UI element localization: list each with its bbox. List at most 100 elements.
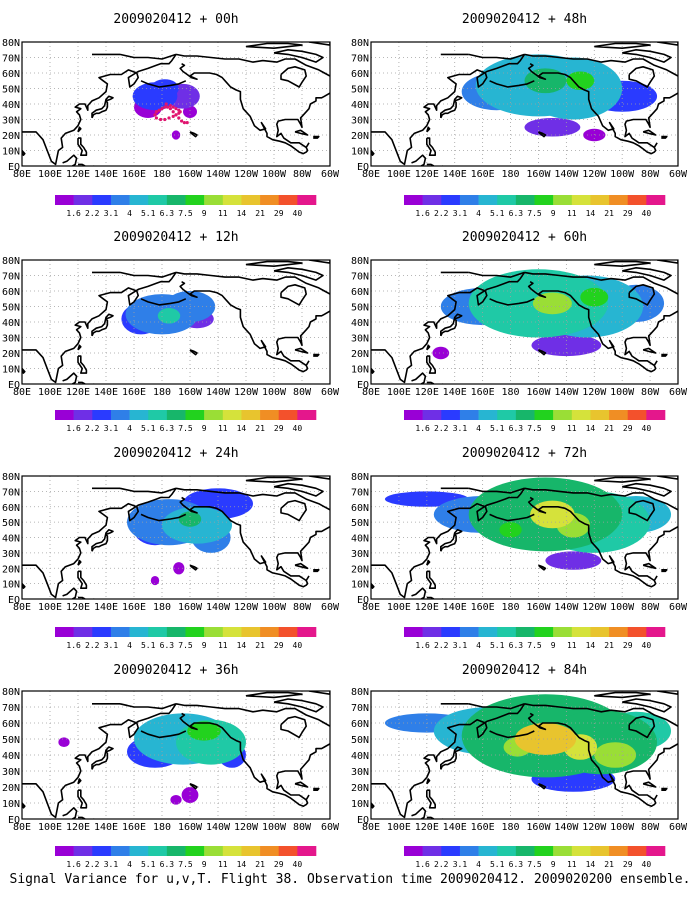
plot-area bbox=[371, 42, 678, 166]
coastline bbox=[642, 347, 657, 354]
lat-tick-label: 70N bbox=[351, 703, 369, 714]
colorbar-label: 21 bbox=[604, 641, 614, 650]
coastline bbox=[440, 746, 463, 770]
coastline bbox=[371, 271, 526, 384]
colorbar-label: 21 bbox=[255, 209, 265, 218]
coastline bbox=[313, 787, 320, 791]
coastline bbox=[622, 482, 672, 497]
lat-tick-label: 10N bbox=[351, 799, 369, 810]
coastline bbox=[622, 698, 672, 713]
colorbar-label: 4 bbox=[127, 209, 132, 218]
colorbar-swatch bbox=[646, 195, 666, 205]
colorbar-swatch bbox=[222, 846, 242, 856]
lat-tick-label: 50N bbox=[351, 518, 369, 529]
lat-tick-label: 70N bbox=[351, 54, 369, 65]
colorbar-swatch bbox=[185, 195, 205, 205]
map-panel: 2009020412 + 60h EQ 10N 20N 30N 40N 50N 60N 70N 8… bbox=[351, 230, 688, 433]
lon-tick-label: 140W bbox=[206, 602, 231, 613]
map-panel: 2009020412 + 24h EQ 10N 20N 30N 40N 50N 60N 70N 8… bbox=[2, 446, 340, 650]
colorbar-swatch bbox=[422, 410, 442, 420]
lon-tick-label: 60W bbox=[321, 822, 340, 833]
lat-tick-label: 60N bbox=[2, 287, 20, 298]
colorbar-label: 5.1 bbox=[141, 424, 156, 433]
coastline bbox=[313, 353, 320, 357]
lon-tick-label: 100W bbox=[262, 822, 287, 833]
coastline bbox=[175, 703, 330, 727]
colorbar-swatch bbox=[166, 846, 186, 856]
colorbar-label: 40 bbox=[642, 860, 652, 869]
coastline bbox=[426, 344, 431, 351]
colorbar-swatch bbox=[241, 195, 261, 205]
coastline bbox=[276, 92, 330, 149]
lon-tick-label: 120E bbox=[66, 169, 90, 180]
coastline bbox=[468, 53, 525, 60]
lat-tick-label: 10N bbox=[351, 147, 369, 158]
colorbar-swatch bbox=[478, 846, 498, 856]
map-frame bbox=[370, 475, 679, 600]
lon-tick-label: 180 bbox=[502, 822, 520, 833]
colorbar-swatch bbox=[609, 195, 629, 205]
colorbar-swatch bbox=[553, 195, 573, 205]
lat-tick-label: 20N bbox=[351, 349, 369, 360]
flight-track-point bbox=[171, 110, 175, 114]
flight-track-point bbox=[185, 121, 189, 125]
colorbar-label: 1.6 bbox=[415, 209, 430, 218]
colorbar-swatch bbox=[497, 410, 517, 420]
lon-tick-label: 160W bbox=[526, 822, 551, 833]
coastline bbox=[62, 587, 78, 599]
coastline bbox=[189, 349, 198, 356]
lon-tick-label: 100W bbox=[610, 602, 635, 613]
colorbar-swatch bbox=[534, 846, 554, 856]
colorbar-swatch bbox=[497, 846, 517, 856]
lat-tick-label: 80N bbox=[2, 687, 20, 698]
plot-area bbox=[371, 691, 678, 819]
coastline bbox=[628, 715, 656, 739]
colorbar-label: 14 bbox=[237, 641, 247, 650]
coastline bbox=[77, 126, 82, 133]
lat-tick-label: 30N bbox=[2, 116, 20, 127]
colorbar-label: 3.1 bbox=[104, 641, 119, 650]
colorbar-swatch bbox=[241, 410, 261, 420]
coastline bbox=[140, 513, 187, 522]
colorbar-label: 11 bbox=[218, 860, 228, 869]
colorbar-swatch bbox=[422, 627, 442, 637]
coastline bbox=[468, 703, 525, 710]
coastline bbox=[280, 284, 307, 306]
coastline bbox=[140, 298, 187, 306]
colorbar-swatch bbox=[534, 195, 554, 205]
coastline bbox=[308, 691, 330, 695]
colorbar-swatch bbox=[459, 846, 479, 856]
lon-tick-label: 60W bbox=[669, 169, 688, 180]
lon-tick-label: 160E bbox=[122, 387, 146, 398]
colorbar-swatch bbox=[297, 410, 317, 420]
colorbar-swatch bbox=[441, 846, 461, 856]
colorbar-label: 21 bbox=[604, 424, 614, 433]
lat-tick-label: 40N bbox=[2, 534, 20, 545]
coastline bbox=[527, 712, 658, 807]
colorbar-label: 1.6 bbox=[415, 860, 430, 869]
colorbar-label: 3.1 bbox=[453, 641, 468, 650]
coastline bbox=[656, 42, 678, 46]
lon-tick-label: 100W bbox=[262, 602, 287, 613]
coastline bbox=[524, 271, 678, 295]
lon-tick-label: 180 bbox=[502, 169, 520, 180]
coastline bbox=[642, 562, 657, 570]
colorbar-label: 11 bbox=[218, 641, 228, 650]
lon-tick-label: 120E bbox=[66, 822, 90, 833]
lat-tick-label: 30N bbox=[351, 334, 369, 345]
colorbar-swatch bbox=[459, 410, 479, 420]
coastline bbox=[371, 53, 526, 166]
lon-tick-label: 140W bbox=[554, 822, 579, 833]
coastline bbox=[308, 260, 330, 264]
lat-tick-label: 30N bbox=[351, 116, 369, 127]
colorbar-label: 14 bbox=[237, 424, 247, 433]
colorbar-label: 9 bbox=[202, 860, 207, 869]
lat-tick-label: 70N bbox=[2, 272, 20, 283]
colorbar-label: 29 bbox=[623, 860, 633, 869]
coastline bbox=[661, 135, 668, 139]
map-frame bbox=[370, 690, 679, 820]
coastline bbox=[22, 703, 177, 819]
colorbar-label: 6.3 bbox=[160, 641, 175, 650]
variance-contour bbox=[545, 551, 602, 570]
